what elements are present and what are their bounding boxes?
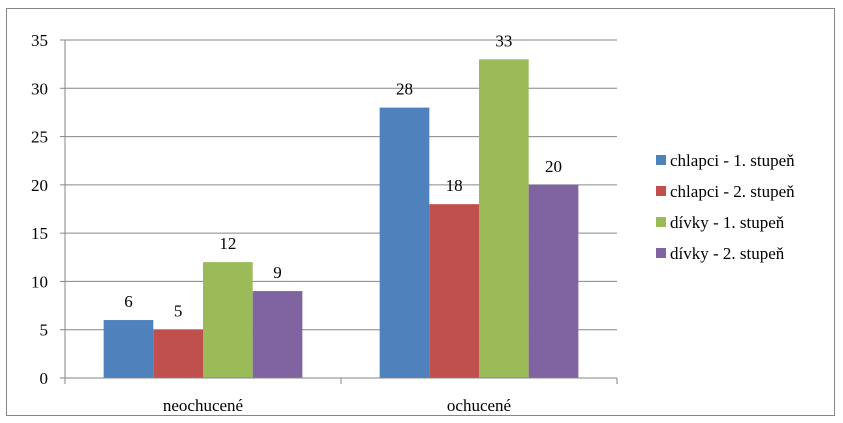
x-tick-label: neochucené: [163, 396, 243, 415]
y-tick-labels: 0 5 10 15 20 25 30 35: [31, 31, 48, 388]
data-label: 9: [273, 263, 282, 282]
data-label: 12: [219, 234, 236, 253]
bar: [429, 204, 479, 378]
bar: [252, 291, 303, 378]
y-tick-label: 10: [31, 272, 48, 291]
bar: [379, 107, 430, 378]
legend-label: dívky - 1. stupeň: [670, 213, 785, 232]
data-label: 5: [174, 302, 183, 321]
legend-swatch: [656, 186, 666, 196]
data-labels: 6 5 12 9 28 18 33 20: [124, 31, 562, 320]
bar: [203, 262, 253, 378]
y-tick-label: 30: [31, 79, 48, 98]
data-label: 28: [396, 80, 413, 99]
y-tick-label: 0: [40, 369, 49, 388]
legend-label: chlapci - 1. stupeň: [670, 151, 795, 170]
legend-swatch: [656, 155, 666, 165]
legend-swatch: [656, 248, 666, 258]
y-tick-label: 35: [31, 31, 48, 50]
legend-swatch: [656, 217, 666, 227]
y-tick-label: 25: [31, 128, 48, 147]
x-tick-label: ochucené: [447, 396, 511, 415]
bar: [103, 320, 154, 378]
data-label: 6: [124, 292, 133, 311]
legend: chlapci - 1. stupeň chlapci - 2. stupeň dí…: [656, 151, 795, 263]
y-tick-label: 20: [31, 176, 48, 195]
bar: [153, 329, 203, 378]
bar: [528, 184, 579, 378]
bar: [479, 59, 529, 379]
bars: [103, 59, 579, 379]
legend-label: dívky - 2. stupeň: [670, 244, 785, 263]
data-label: 18: [446, 176, 463, 195]
data-label: 33: [495, 31, 512, 50]
data-label: 20: [545, 157, 562, 176]
y-tick-label: 15: [31, 224, 48, 243]
axes: [60, 39, 618, 384]
legend-label: chlapci - 2. stupeň: [670, 182, 795, 201]
y-tick-label: 5: [40, 321, 49, 340]
x-tick-labels: neochucené ochucené: [163, 396, 511, 415]
